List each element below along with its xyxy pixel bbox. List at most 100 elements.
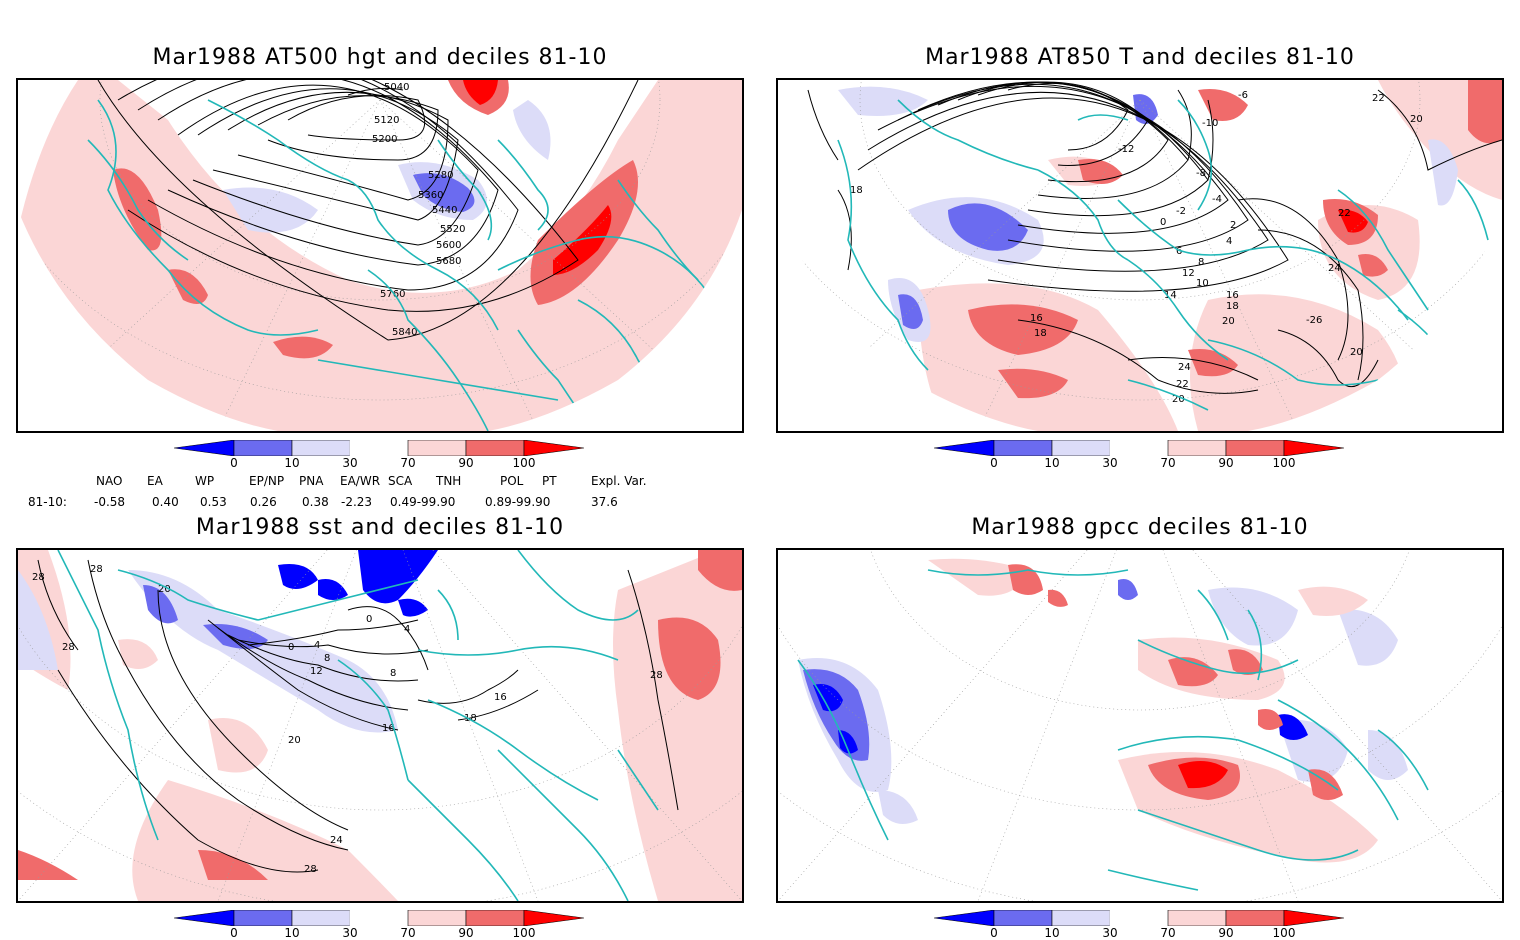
map-hgt500-svg: 5040 5120 5200 5280 5360 5440 5520 5600 …	[18, 80, 742, 431]
contour-label: 20	[158, 584, 171, 595]
sst-contour-labels: 28 28 20 28 0 4 4 0 8 12 8 16 18 16 20 2…	[32, 564, 663, 875]
blue-anomaly-core	[1118, 579, 1138, 600]
contour-label: 20	[1410, 114, 1423, 125]
contour-label: 20	[288, 735, 301, 746]
contour-label: 4	[1226, 236, 1232, 247]
index-value-epnp: 0.26	[250, 495, 277, 509]
contour-label: 5680	[436, 256, 461, 267]
contour-label: 16	[382, 723, 395, 734]
index-header-nao: NAO	[96, 474, 123, 488]
contour-label: 20	[1172, 394, 1185, 405]
contour-label: 22	[1338, 208, 1351, 219]
contour-label: -2	[1176, 206, 1186, 217]
corner-mask-left	[778, 210, 1038, 431]
colorbar-top-right: 0 10 30 70 90 100	[934, 440, 1344, 480]
lat-lon-grid	[18, 550, 742, 901]
index-value-sca-tnh: 0.49-99.90	[390, 495, 456, 509]
colorbar-tick: 30	[342, 456, 358, 470]
contour-label: 5280	[428, 170, 453, 181]
contour-label: 16	[494, 692, 507, 703]
contour-label: 22	[1176, 379, 1189, 390]
contour-label: 0	[366, 614, 372, 625]
contour-label: 5520	[440, 224, 465, 235]
red-anomaly	[1168, 657, 1218, 687]
contour-label: -26	[1306, 315, 1322, 326]
outer-mask-left	[18, 80, 78, 230]
index-header-expl-var: Expl. Var.	[591, 474, 647, 488]
map-sst-svg: 28 28 20 28 0 4 4 0 8 12 8 16 18 16 20 2…	[18, 550, 742, 901]
red-anomaly-core	[463, 80, 498, 105]
index-header-pol: POL	[500, 474, 524, 488]
red-anomaly-core	[553, 205, 612, 275]
contour-label: 16	[1226, 290, 1239, 301]
colorbar-tick: 0	[230, 926, 238, 940]
sea-ice	[278, 564, 318, 589]
blue-anomaly-core	[143, 585, 178, 624]
index-value-pna: 0.38	[302, 495, 329, 509]
blue-anomaly	[1338, 609, 1398, 666]
contour-label: 5600	[436, 240, 461, 251]
contour-label: 22	[1372, 93, 1385, 104]
contour-label: 12	[310, 666, 323, 677]
index-header-eawr: EA/WR	[340, 474, 381, 488]
red-anomaly-core	[1178, 761, 1228, 789]
colorbar-tick: 70	[400, 456, 416, 470]
sst-contours	[37, 559, 679, 873]
blue-anomaly-dark	[813, 684, 843, 712]
colorbar-tick: 30	[1102, 926, 1118, 940]
panel-title-bl: Mar1988 sst and deciles 81-10	[195, 515, 565, 540]
red-anomaly	[1048, 589, 1068, 607]
colorbar-tick: 10	[1044, 926, 1060, 940]
contour-label: 6	[1176, 246, 1182, 257]
colorbar-swatches	[174, 910, 584, 926]
contour-label: 5840	[392, 327, 417, 338]
contour-label: -8	[1196, 168, 1206, 179]
contour-label: 8	[324, 653, 330, 664]
colorbar-swatches	[934, 440, 1344, 456]
index-header-tnh: TNH	[436, 474, 462, 488]
sea-ice	[318, 579, 348, 600]
red-anomaly	[168, 269, 208, 304]
blue-anomaly	[1428, 139, 1458, 206]
map-panel-t850: -6 -10 -12 -8 -4 -2 0 2 4 6 8 10 12 14 1…	[776, 78, 1504, 433]
contour-label: 28	[90, 564, 103, 575]
red-anomaly	[1258, 709, 1283, 730]
blue-anomaly	[1368, 730, 1408, 780]
colorbar-tick: 30	[342, 926, 358, 940]
contour-label: -10	[1202, 118, 1218, 129]
red-anomaly	[208, 718, 268, 773]
contour-label: 5200	[372, 134, 397, 145]
red-anomaly	[1358, 254, 1388, 277]
colorbar-tick: 70	[1160, 456, 1176, 470]
corner-mask-right	[1248, 210, 1502, 431]
colorbar-tick: 100	[1272, 456, 1296, 470]
colorbar-tick: 0	[990, 926, 998, 940]
contour-label: 12	[1182, 268, 1195, 279]
domain-shading	[778, 550, 1502, 901]
contour-label: 0	[1160, 217, 1166, 228]
contour-label: -4	[1212, 194, 1222, 205]
colorbar-tick: 10	[284, 926, 300, 940]
sea-ice	[398, 598, 428, 617]
contour-label: 20	[1222, 316, 1235, 327]
coastlines	[57, 550, 659, 901]
colorbar-tick: 0	[230, 456, 238, 470]
panel-title-br: Mar1988 gpcc deciles 81-10	[971, 515, 1309, 540]
map-t850-svg: -6 -10 -12 -8 -4 -2 0 2 4 6 8 10 12 14 1…	[778, 80, 1502, 431]
colorbar-bottom-right: 0 10 30 70 90 100	[934, 910, 1344, 940]
index-header-wp: WP	[195, 474, 215, 488]
red-anomaly	[118, 639, 158, 669]
blue-anomaly-core	[898, 294, 923, 329]
contour-label: 28	[32, 572, 45, 583]
contour-label: 24	[330, 835, 343, 846]
coastlines	[797, 569, 1429, 891]
contour-label: 2	[1230, 220, 1236, 231]
map-gpcc-svg	[778, 550, 1502, 901]
contour-label: 5760	[380, 289, 405, 300]
red-anomaly	[1298, 586, 1368, 616]
map-panel-sst: 28 28 20 28 0 4 4 0 8 12 8 16 18 16 20 2…	[16, 548, 744, 903]
colorbar-tick: 100	[1272, 926, 1296, 940]
contour-label: 5440	[432, 205, 457, 216]
colorbar-tick: 70	[1160, 926, 1176, 940]
colorbar-swatches	[174, 440, 584, 456]
